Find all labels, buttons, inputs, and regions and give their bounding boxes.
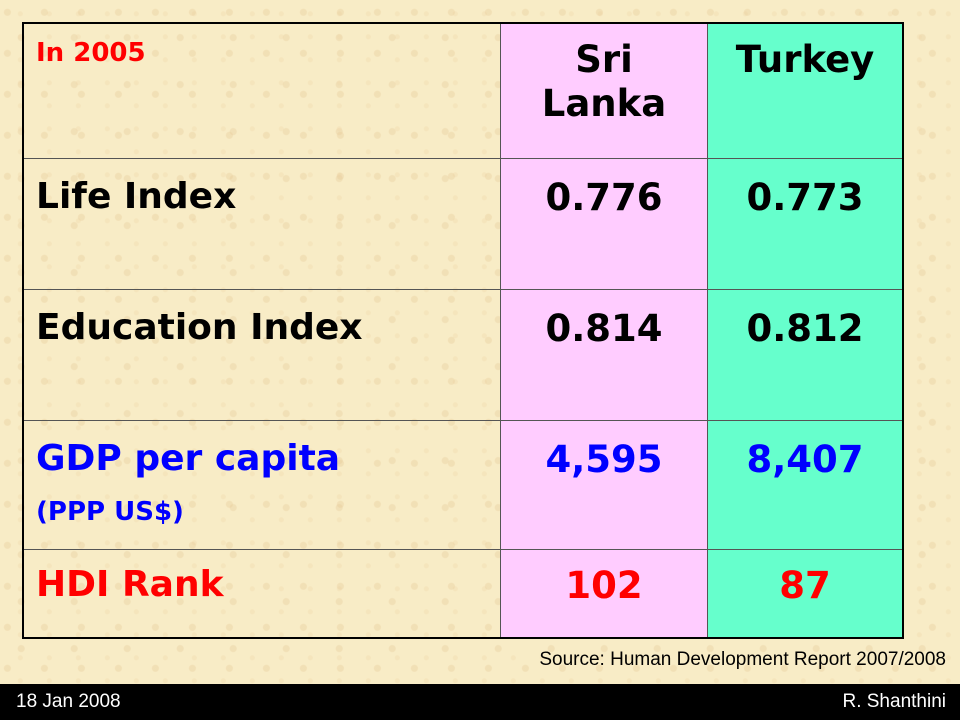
sri-lanka-value-cell: 102 <box>500 549 708 639</box>
country-sri-lanka-line1: Sri <box>575 38 633 81</box>
turkey-value-cell: 87 <box>707 549 904 639</box>
country-sri-lanka-heading: Sri Lanka <box>501 38 707 127</box>
row-sublabel-ppp: (PPP US$) <box>36 497 184 527</box>
sri-lanka-value-cell: 4,595 <box>500 420 708 550</box>
turkey-value-cell: 8,407 <box>707 420 904 550</box>
turkey-value-cell: 0.773 <box>707 158 904 290</box>
life-index-turkey: 0.773 <box>746 176 864 219</box>
comparison-table: In 2005 Sri Lanka Turkey Life Index 0.77… <box>22 22 904 639</box>
row-label-cell: HDI Rank <box>22 549 501 639</box>
header-row: In 2005 Sri Lanka Turkey <box>22 22 904 159</box>
country-turkey-heading: Turkey <box>735 38 875 81</box>
table-row: GDP per capita (PPP US$) 4,595 8,407 <box>22 420 904 550</box>
education-index-sri-lanka: 0.814 <box>545 307 663 350</box>
country-sri-lanka-line2: Lanka <box>541 82 667 126</box>
row-label-life-index: Life Index <box>36 176 237 217</box>
table-row: Life Index 0.776 0.773 <box>22 158 904 290</box>
gdp-sri-lanka: 4,595 <box>545 438 663 481</box>
gdp-turkey: 8,407 <box>746 438 864 481</box>
row-label-hdi-rank: HDI Rank <box>36 564 224 605</box>
life-index-sri-lanka: 0.776 <box>545 176 663 219</box>
row-label-cell: GDP per capita (PPP US$) <box>22 420 501 550</box>
year-label: In 2005 <box>36 38 146 68</box>
row-label-gdp-per-capita: GDP per capita <box>36 438 341 479</box>
hdi-rank-turkey: 87 <box>779 564 831 607</box>
header-sri-lanka-cell: Sri Lanka <box>500 22 708 159</box>
footer-author: R. Shanthini <box>842 691 946 712</box>
header-year-cell: In 2005 <box>22 22 501 159</box>
table-row: Education Index 0.814 0.812 <box>22 289 904 421</box>
table-row: HDI Rank 102 87 <box>22 549 904 639</box>
education-index-turkey: 0.812 <box>746 307 864 350</box>
sri-lanka-value-cell: 0.814 <box>500 289 708 421</box>
turkey-value-cell: 0.812 <box>707 289 904 421</box>
source-citation: Source: Human Development Report 2007/20… <box>539 649 946 670</box>
row-label-cell: Life Index <box>22 158 501 290</box>
header-turkey-cell: Turkey <box>707 22 904 159</box>
footer-date: 18 Jan 2008 <box>16 691 121 712</box>
footer-bar: 18 Jan 2008 R. Shanthini <box>0 684 960 720</box>
row-label-education-index: Education Index <box>36 307 363 348</box>
sri-lanka-value-cell: 0.776 <box>500 158 708 290</box>
row-label-cell: Education Index <box>22 289 501 421</box>
hdi-rank-sri-lanka: 102 <box>565 564 643 607</box>
